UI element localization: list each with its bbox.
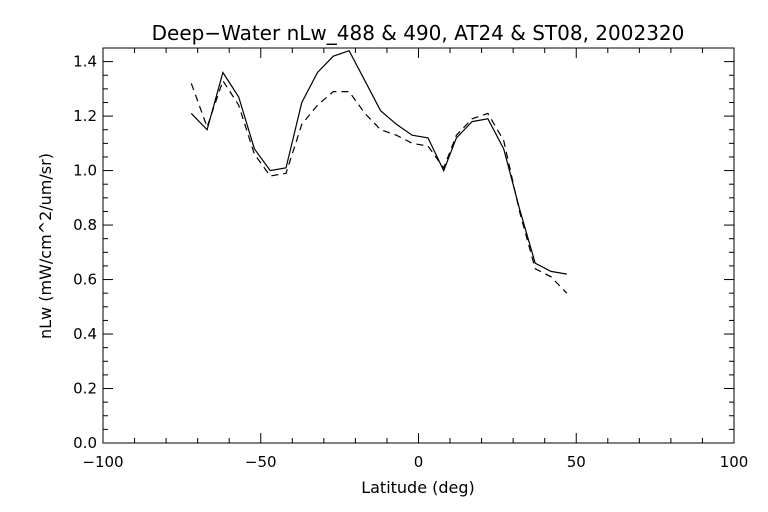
x-tick-labels: −100 −50 0 50 100: [82, 453, 748, 471]
y-tick-label: 0.8: [73, 216, 97, 234]
x-tick-label: −50: [245, 453, 277, 471]
chart-title: Deep−Water nLw_488 & 490, AT24 & ST08, 2…: [152, 21, 685, 45]
axis-ticks: [102, 48, 735, 444]
y-tick-label: 0.2: [73, 380, 97, 398]
x-tick-label: 50: [567, 453, 586, 471]
y-tick-labels: 0.0 0.2 0.4 0.6 0.8 1.0 1.2 1.4: [73, 53, 97, 452]
x-axis-label: Latitude (deg): [361, 478, 475, 497]
series-lines: [190, 49, 568, 294]
y-tick-label: 1.0: [73, 162, 97, 180]
y-tick-label: 1.2: [73, 107, 97, 125]
y-tick-label: 1.4: [73, 53, 97, 71]
y-tick-label: 0.4: [73, 325, 97, 343]
y-tick-label: 0.6: [73, 271, 97, 289]
x-tick-label: 0: [414, 453, 424, 471]
x-tick-label: 100: [720, 453, 749, 471]
plot-frame: [102, 47, 735, 444]
y-axis-label: nLw (mW/cm^2/um/sr): [36, 153, 55, 339]
series-line-dashed: [190, 79, 568, 294]
x-tick-label: −100: [82, 453, 123, 471]
series-line-solid: [190, 49, 567, 275]
y-tick-label: 0.0: [73, 434, 97, 452]
